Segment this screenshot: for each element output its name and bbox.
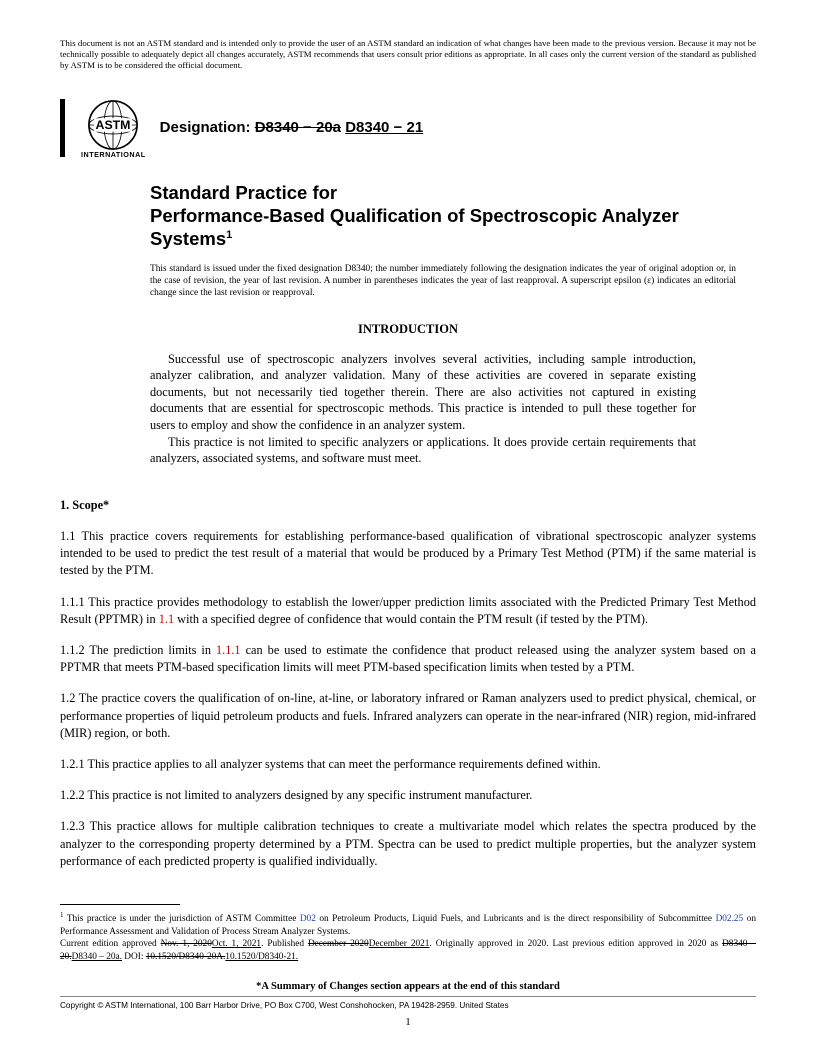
disclaimer-text: This document is not an ASTM standard an…: [60, 38, 756, 71]
crossref-1-1-1[interactable]: 1.1.1: [216, 643, 241, 657]
copyright-text: Copyright © ASTM International, 100 Barr…: [60, 1001, 756, 1010]
header-row: ASTM INTERNATIONAL Designation: D8340 − …: [60, 97, 756, 159]
astm-logo: ASTM INTERNATIONAL: [81, 97, 146, 159]
footnote-2: Current edition approved Nov. 1, 2020Oct…: [60, 938, 756, 963]
designation-new: D8340 − 21: [345, 119, 423, 136]
page: This document is not an ASTM standard an…: [0, 0, 816, 1056]
footnote-1: 1 This practice is under the jurisdictio…: [60, 911, 756, 938]
scope-1-2-3: 1.2.3 This practice allows for multiple …: [60, 818, 756, 870]
crossref-1-1[interactable]: 1.1: [159, 612, 174, 626]
scope-1-1-1: 1.1.1 This practice provides methodology…: [60, 594, 756, 628]
introduction-body: Successful use of spectroscopic analyzer…: [150, 351, 696, 467]
scope-section: 1. Scope* 1.1 This practice covers requi…: [60, 497, 756, 870]
designation: Designation: D8340 − 20a D8340 − 21: [160, 119, 424, 136]
scope-1-1: 1.1 This practice covers requirements fo…: [60, 528, 756, 580]
scope-heading: 1. Scope*: [60, 497, 756, 514]
subcommittee-link-d0225[interactable]: D02.25: [716, 914, 744, 924]
designation-old: D8340 − 20a: [255, 119, 341, 136]
summary-note: *A Summary of Changes section appears at…: [60, 981, 756, 992]
intro-paragraph-1: Successful use of spectroscopic analyzer…: [150, 351, 696, 434]
scope-1-1-2: 1.1.2 The prediction limits in 1.1.1 can…: [60, 642, 756, 676]
title-line1: Standard Practice for: [150, 182, 337, 203]
intro-paragraph-2: This practice is not limited to specific…: [150, 434, 696, 467]
astm-logo-icon: ASTM: [85, 97, 141, 153]
revision-bar-icon: [60, 99, 65, 157]
title-superscript: 1: [226, 229, 232, 241]
logo-international-label: INTERNATIONAL: [81, 150, 146, 159]
footnote-rule: [60, 904, 180, 905]
footnotes: 1 This practice is under the jurisdictio…: [60, 898, 756, 963]
introduction-heading: INTRODUCTION: [60, 322, 756, 337]
scope-1-2: 1.2 The practice covers the qualificatio…: [60, 690, 756, 742]
page-number: 1: [60, 1016, 756, 1028]
designation-label: Designation:: [160, 119, 251, 136]
issuance-note: This standard is issued under the fixed …: [150, 264, 736, 299]
scope-1-2-1: 1.2.1 This practice applies to all analy…: [60, 756, 756, 773]
committee-link-d02[interactable]: D02: [300, 914, 316, 924]
scope-1-2-2: 1.2.2 This practice is not limited to an…: [60, 787, 756, 804]
title: Standard Practice for Performance-Based …: [150, 181, 736, 250]
title-line2: Performance-Based Qualification of Spect…: [150, 205, 679, 249]
svg-text:ASTM: ASTM: [96, 118, 131, 132]
footer-rule: [60, 996, 756, 997]
page-footer: *A Summary of Changes section appears at…: [60, 981, 756, 1028]
title-block: Standard Practice for Performance-Based …: [150, 181, 736, 250]
